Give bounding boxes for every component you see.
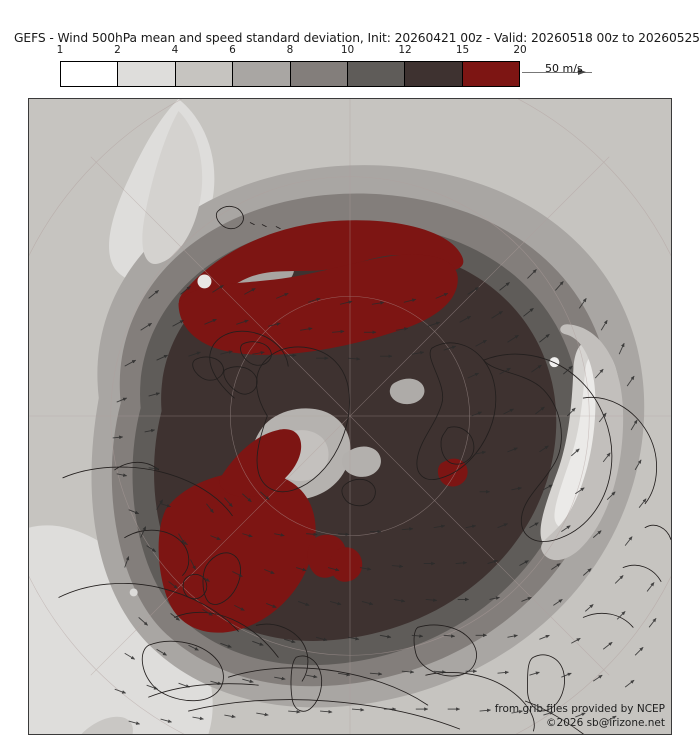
coast-mediterranean-south <box>188 699 461 730</box>
coast-island-top <box>215 206 244 230</box>
coast-siberia-east <box>582 396 658 505</box>
coastline-layer <box>58 206 671 734</box>
band-20-plus-arctic-fill <box>178 254 458 355</box>
credits-line-1: from grib files provided by NCEP <box>494 702 665 715</box>
coast-middle-east <box>525 700 584 734</box>
parallel-ring-1 <box>230 296 470 536</box>
map-canvas <box>29 99 671 734</box>
legend-tick-5: 10 <box>340 44 355 56</box>
barbs-row-f <box>116 445 642 477</box>
graticule-layer <box>29 99 671 734</box>
band-20-plus-arctic <box>178 220 464 313</box>
legend-tick-1: 2 <box>114 44 121 56</box>
page-title: GEFS - Wind 500hPa mean and speed standa… <box>14 31 700 45</box>
coast-archipelago-1 <box>223 366 258 395</box>
legend-swatch-6 <box>347 62 406 86</box>
band-1-2-southwest <box>29 525 213 734</box>
coast-north-africa <box>148 683 259 698</box>
legend-swatch-4 <box>233 62 291 86</box>
barbs-upper-right <box>527 269 625 355</box>
barbs-row-k <box>124 633 644 660</box>
barbs-left-cluster <box>178 491 270 570</box>
coast-misc-se <box>582 612 634 628</box>
band-20-plus-atlantic <box>158 471 316 633</box>
coast-canada-arctic <box>209 330 289 399</box>
coast-europe-west <box>174 611 279 658</box>
coast-namerica-north <box>62 466 233 517</box>
barbs-row-g <box>128 484 647 515</box>
coast-baltic <box>440 426 475 465</box>
coast-turkey <box>425 672 535 732</box>
coast-namerica-east <box>58 582 239 632</box>
coast-misc-east <box>622 564 662 582</box>
barbs-row-e <box>112 406 638 440</box>
barbs-row-j <box>138 596 657 628</box>
coast-archipelago-2 <box>240 341 272 366</box>
credits: from grib files provided by NCEP ©2026 s… <box>495 702 665 730</box>
coast-mediterranean-north <box>227 667 429 706</box>
coast-france-italy <box>255 623 309 682</box>
legend-color-bar <box>60 61 520 87</box>
band-20-plus-small-south <box>329 547 363 582</box>
legend-swatch-2 <box>118 62 176 86</box>
barbs-row-a <box>148 282 510 305</box>
legend-tick-0: 1 <box>56 44 64 56</box>
legend-swatch-1 <box>61 62 119 86</box>
coast-archipelago-3 <box>192 356 224 381</box>
band-20-plus-small-north <box>437 458 468 487</box>
barbs-row-i <box>168 559 655 592</box>
legend-tick-4: 8 <box>286 44 294 56</box>
legend-swatch-3 <box>175 62 234 86</box>
light-feature-east-core <box>554 357 609 528</box>
coast-britain <box>202 552 242 605</box>
coast-greenland <box>256 346 350 493</box>
wind-barb-reference-label: 50 m/s <box>545 62 583 75</box>
coast-iberia <box>141 640 224 702</box>
bright-spot-2 <box>549 357 560 368</box>
bright-spot-3 <box>129 588 138 597</box>
barbs-row-m <box>128 707 617 725</box>
coast-italy <box>290 655 323 712</box>
legend-tick-2: 4 <box>171 44 179 56</box>
parallel-ring-2 <box>110 176 590 656</box>
coast-black-sea <box>413 624 477 677</box>
weather-map[interactable]: from grib files provided by NCEP ©2026 s… <box>28 98 672 735</box>
credits-line-2: ©2026 sb@irizone.net <box>546 716 665 729</box>
legend-tick-7: 15 <box>455 44 470 56</box>
light-patch-lower-left <box>81 716 133 734</box>
coast-japan-far <box>644 524 671 541</box>
barbs-row-h <box>146 522 633 552</box>
legend-swatch-7 <box>405 62 463 86</box>
coast-iceland <box>341 478 376 507</box>
bright-spot-1 <box>197 274 212 289</box>
barbs-row-b <box>140 307 534 335</box>
coast-dots-top <box>249 222 281 230</box>
inner-light-patch-mid <box>389 378 425 405</box>
coast-caspian <box>527 654 565 712</box>
coast-hudson <box>124 529 190 576</box>
coast-russia-north <box>483 353 613 542</box>
band-20-plus-atlantic-ext <box>219 429 302 497</box>
barbs-row-c <box>124 333 550 367</box>
inner-light-patch-svalbard <box>341 446 381 477</box>
legend-tick-6: 12 <box>398 44 412 56</box>
barbs-row-l <box>114 669 635 694</box>
meridian-diag-2 <box>90 156 610 676</box>
legend-tick-3: 6 <box>229 44 236 56</box>
legend-tick-8: 20 <box>513 44 527 56</box>
legend-swatch-5 <box>290 62 348 86</box>
wind-barb-reference-icon <box>522 69 592 75</box>
light-feature-east-halo <box>541 324 624 561</box>
legend-tick-labels: 1 2 4 6 8 10 12 15 20 <box>0 44 700 58</box>
barbs-row-d <box>116 364 635 403</box>
color-legend: 1 2 4 6 8 10 12 15 20 <box>0 44 700 90</box>
legend-swatch-8 <box>462 62 519 86</box>
barbs-upper-left <box>124 499 163 568</box>
coast-ireland <box>182 573 208 600</box>
wind-barb-layer <box>112 269 657 725</box>
light-wedge-upperleft <box>142 110 203 265</box>
